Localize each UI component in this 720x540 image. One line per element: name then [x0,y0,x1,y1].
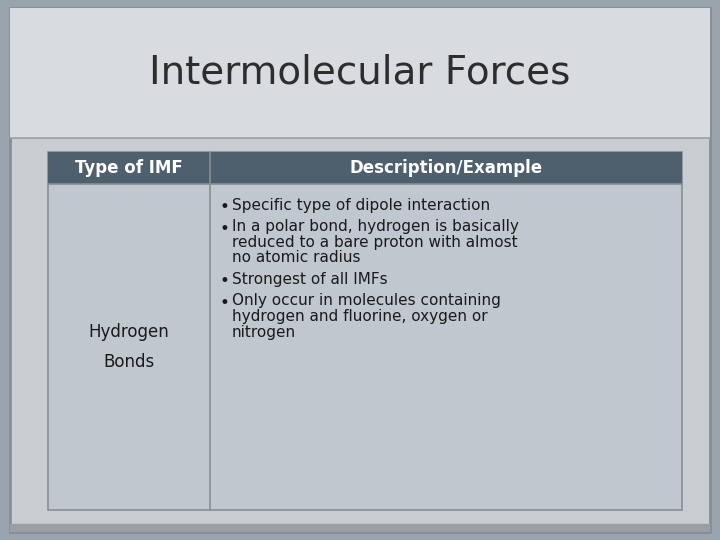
Text: •: • [220,198,230,216]
Text: Only occur in molecules containing: Only occur in molecules containing [232,294,501,308]
Bar [48,152,682,184]
Text: Type of IMF: Type of IMF [75,159,183,177]
Text: reduced to a bare proton with almost: reduced to a bare proton with almost [232,235,518,250]
Text: •: • [220,219,230,238]
Text: Hydrogen
Bonds: Hydrogen Bonds [89,323,169,370]
Text: In a polar bond, hydrogen is basically: In a polar bond, hydrogen is basically [232,219,519,234]
Text: Description/Example: Description/Example [349,159,543,177]
Bar [10,8,710,138]
Text: nitrogen: nitrogen [232,325,296,340]
Bar [10,524,710,532]
Bar [48,152,682,510]
Text: Strongest of all IMFs: Strongest of all IMFs [232,272,387,287]
Text: Specific type of dipole interaction: Specific type of dipole interaction [232,198,490,213]
Text: •: • [220,294,230,312]
Text: Intermolecular Forces: Intermolecular Forces [149,54,571,92]
Text: no atomic radius: no atomic radius [232,251,361,266]
Text: hydrogen and fluorine, oxygen or: hydrogen and fluorine, oxygen or [232,309,487,324]
Text: •: • [220,272,230,290]
